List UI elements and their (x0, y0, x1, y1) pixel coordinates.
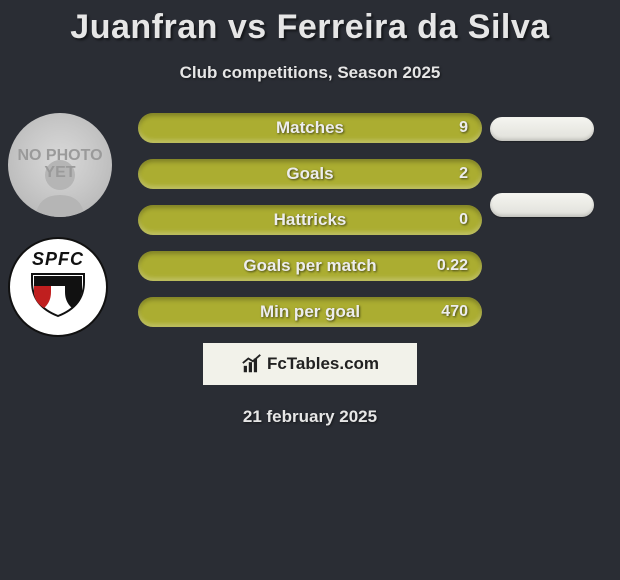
stat-value: 0.22 (437, 257, 468, 275)
comparison-pill (490, 117, 594, 141)
stat-row: Hattricks 0 (138, 205, 482, 235)
stat-value: 0 (459, 211, 468, 229)
stat-row: Goals per match 0.22 (138, 251, 482, 281)
stats-bars: Matches 9 Goals 2 Hattricks 0 Goals per match 0… (138, 113, 482, 327)
stat-label: Goals (286, 164, 333, 184)
stat-row: Matches 9 (138, 113, 482, 143)
avatar-column: NO PHOTO YET SPFC (8, 113, 118, 337)
stat-value: 9 (459, 119, 468, 137)
player1-avatar-nophoto: NO PHOTO YET (8, 113, 112, 217)
brand-text: FcTables.com (267, 354, 379, 374)
chart-icon (241, 353, 263, 375)
stat-label: Min per goal (260, 302, 360, 322)
page-subtitle: Club competitions, Season 2025 (0, 63, 620, 83)
club-shield-icon (30, 272, 86, 318)
nophoto-line2: YET (44, 164, 75, 181)
club-badge: SPFC (8, 237, 108, 337)
stat-label: Hattricks (274, 210, 347, 230)
stat-label: Matches (276, 118, 344, 138)
nophoto-label: NO PHOTO YET (17, 148, 102, 182)
club-badge-text: SPFC (32, 249, 84, 270)
comparison-pill (490, 193, 594, 217)
stat-value: 470 (441, 303, 468, 321)
content-area: NO PHOTO YET SPFC Matches 9 Goals 2 Hattrick… (0, 113, 620, 327)
nophoto-line1: NO PHOTO (17, 147, 102, 164)
date-label: 21 february 2025 (0, 407, 620, 427)
stat-row: Min per goal 470 (138, 297, 482, 327)
stat-value: 2 (459, 165, 468, 183)
page-title: Juanfran vs Ferreira da Silva (0, 0, 620, 47)
stat-label: Goals per match (243, 256, 376, 276)
brand-box[interactable]: FcTables.com (203, 343, 417, 385)
stat-row: Goals 2 (138, 159, 482, 189)
